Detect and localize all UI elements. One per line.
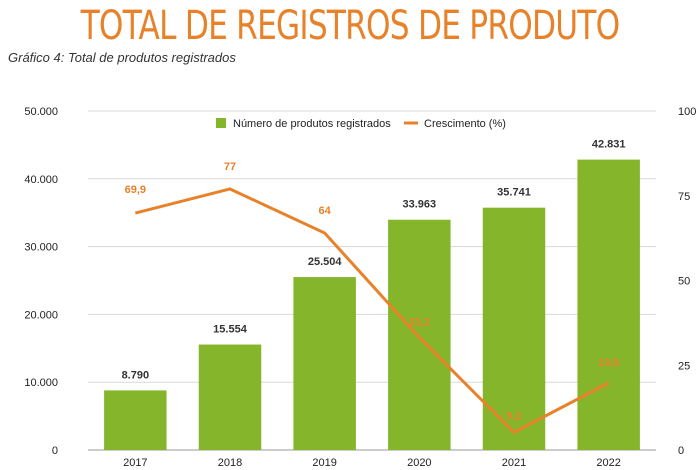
bar-value-label: 33.963 — [403, 199, 437, 211]
line-series: 69,9 77 64 33,2 5,2 19,8 — [125, 161, 619, 434]
right-axis-tick-label: 25 — [678, 360, 690, 372]
right-axis-tick-label: 0 — [678, 445, 684, 457]
bar-2022 — [577, 159, 640, 450]
x-axis-tick-label: 2021 — [502, 457, 526, 469]
left-axis-tick-label: 30.000 — [24, 242, 58, 254]
bar-series: 8.790 15.554 25.504 33.963 35.741 42.831 — [104, 139, 640, 450]
line-value-label: 77 — [224, 161, 236, 173]
legend-label-line: Crescimento (%) — [424, 118, 506, 130]
line-value-label: 69,9 — [125, 184, 146, 196]
left-y-axis: 0 10.000 20.000 30.000 40.000 50.000 — [24, 106, 58, 457]
legend-swatch-bars — [216, 118, 226, 128]
bar-2019 — [293, 277, 356, 450]
bar-value-label: 8.790 — [122, 369, 150, 381]
page-title: TOTAL DE REGISTROS DE PRODUTO — [80, 3, 620, 49]
line-value-label: 19,8 — [598, 357, 619, 369]
x-axis-tick-label: 2017 — [123, 457, 147, 469]
bar-2017 — [104, 390, 167, 450]
bar-2018 — [198, 344, 262, 450]
growth-line — [134, 187, 610, 434]
right-axis-tick-label: 100 — [678, 106, 696, 118]
bar-value-label: 35.741 — [497, 187, 531, 199]
line-value-label: 64 — [319, 205, 332, 217]
chart-caption: Gráfico 4: Total de produtos registrados — [8, 50, 236, 65]
line-value-label: 33,2 — [409, 316, 430, 328]
left-axis-tick-label: 40.000 — [24, 174, 58, 186]
chart-legend: Número de produtos registrados Crescimen… — [216, 118, 506, 130]
left-axis-tick-label: 10.000 — [24, 377, 58, 389]
right-y-axis: 0 25 50 75 100 — [678, 106, 696, 457]
x-axis-tick-label: 2018 — [218, 457, 242, 469]
bar-2020 — [388, 219, 451, 450]
bar-value-label: 42.831 — [592, 139, 626, 151]
x-axis-tick-label: 2019 — [312, 457, 336, 469]
legend-label-bars: Número de produtos registrados — [233, 118, 391, 130]
right-axis-tick-label: 50 — [678, 276, 690, 288]
bar-value-label: 25.504 — [308, 256, 343, 268]
x-axis-tick-label: 2022 — [596, 457, 620, 469]
left-axis-tick-label: 0 — [52, 445, 58, 457]
line-value-label: 5,2 — [506, 410, 521, 422]
left-axis-tick-label: 50.000 — [24, 106, 58, 118]
right-axis-tick-label: 75 — [678, 191, 690, 203]
bar-value-label: 15.554 — [213, 324, 248, 336]
x-axis-tick-label: 2020 — [407, 457, 431, 469]
left-axis-tick-label: 20.000 — [24, 309, 58, 321]
gridlines — [88, 110, 656, 451]
x-axis: 2017 2018 2019 2020 2021 2022 — [123, 457, 621, 469]
